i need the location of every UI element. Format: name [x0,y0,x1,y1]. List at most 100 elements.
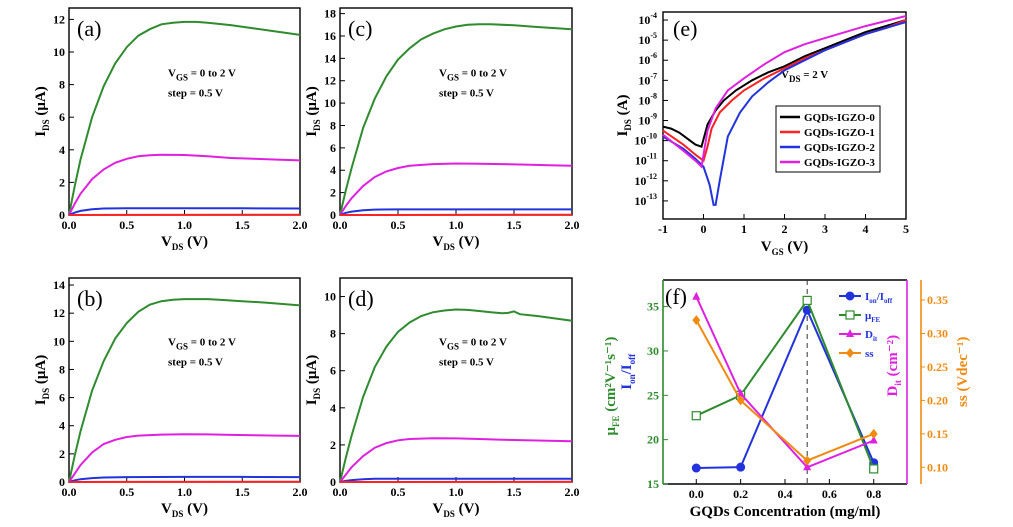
x-tick-label: 0.0 [62,485,77,499]
y-tick-label: 18 [324,7,336,21]
y-right-tick-label: 0.10 [927,460,948,474]
y-tick-label: 16 [324,29,336,43]
x-axis-label: VDS (V) [433,234,480,252]
x-tick-label: 0.5 [119,218,134,232]
legend-entry: GQDs-IGZO-1 [804,127,875,139]
marker-diamond [692,315,701,326]
x-tick-label: 1.5 [507,218,522,232]
x-tick-label: 0.0 [333,485,348,499]
x-tick-label: 0.5 [119,485,134,499]
x-tick-label: 1.0 [177,485,192,499]
y-right-tick-label: 0.30 [927,327,948,341]
y-tick-label: 10-10 [634,132,657,148]
x-tick-label: 0.6 [822,487,837,501]
y-tick-label: 0 [59,208,65,222]
marker-circle [691,463,701,473]
y-tick-label: 14 [53,278,65,292]
marker-diamond [736,395,745,406]
marker-circle [736,462,746,472]
series-line-green [68,298,301,483]
y-tick-label: 10-9 [638,112,657,128]
x-tick-label: 0.0 [689,487,704,501]
y-tick-label: 10 [53,45,65,59]
marker-triangle [736,388,745,397]
y-tick-label: 10-7 [638,71,657,87]
series-line-blue [339,477,573,483]
y-tick-label: 4 [330,401,336,415]
series-line-blue [662,21,907,206]
annotation-line2: step = 0.5 V [168,356,223,368]
y-tick-label: 10-5 [638,31,657,47]
series-line-magenta [68,433,301,483]
x-axis-label: GQDs Concentration (mg/ml) [690,504,881,520]
y-tick-label: 10-13 [634,192,657,208]
marker-square [802,295,812,305]
x-tick-label: 2.0 [293,218,308,232]
y-right-tick-label: 0.25 [927,360,948,374]
x-tick-label: 1 [741,222,747,236]
y-tick-label: 12 [53,12,65,26]
annotation-line2: step = 0.5 V [439,87,494,99]
series-line-magenta [662,15,907,169]
legend-entry: Ion/Ioff [865,291,893,305]
x-tick-label: 0.0 [333,218,348,232]
y-tick-label: 10-8 [638,91,657,107]
marker-diamond [803,455,812,466]
x-axis-label: VDS (V) [161,234,208,252]
annotation-line1: VGS = 0 to 2 V [439,67,507,82]
y-axis-label: IDS (μA) [33,355,51,405]
series-line-black [662,19,907,148]
marker-square [845,310,855,320]
series-line-green [339,308,573,483]
x-axis-label: VGS (V) [761,239,808,257]
x-axis-label: VDS (V) [433,501,480,519]
marker-triangle [803,462,812,471]
series-line-blue [339,208,572,216]
y-tick-label: 2 [330,438,336,452]
series-line-blue [68,207,301,216]
panel-b: 0.0 0.5 1.0 1.5 2.0 0 2 4 6 8 10 12 14 VDS (V) IDS (μA… [33,277,308,519]
legend-entry: GQDs-IGZO-2 [804,142,875,154]
y-tick-label: 4 [59,419,65,433]
series-line-magenta [339,437,573,483]
series-line-green [68,20,301,216]
y-left-label-mobility: μFE (cm²V⁻¹s⁻¹) [603,337,621,436]
marker-triangle [846,329,854,337]
y-tick-label: 4 [330,163,336,177]
panel-d: 0.0 0.5 1.0 1.5 2.0 0 2 4 6 8 10 VDS (V) IDS (μA) (d)… [304,277,580,519]
y-tick-label: 6 [330,141,336,155]
legend-entry: GQDs-IGZO-0 [804,112,875,124]
y-axis-label: IDS (A) [615,95,633,137]
y-tick-label: 6 [59,110,65,124]
panel-f: 0.0 0.2 0.4 0.6 0.8 15 20 25 30 35 0.10 0.15 0.20 0.2… [603,279,971,520]
series-line-green [695,298,875,470]
x-tick-label: 2.0 [565,485,580,499]
y-tick-label: 6 [59,391,65,405]
y-tick-label: 14 [324,51,336,65]
y-tick-label: 10 [53,334,65,348]
annotation-line2: step = 0.5 V [439,356,494,368]
panel-label: (a) [77,16,101,41]
legend-entry: Dit [865,329,878,343]
panel-a: 0.0 0.5 1.0 1.5 2.0 0 2 4 6 8 10 12 VDS (V) IDS (μA) (… [33,7,308,252]
y-tick-label: 6 [330,364,336,378]
x-tick-label: 1.5 [235,485,250,499]
x-tick-label: 2.0 [565,218,580,232]
y-tick-label: 2 [59,175,65,189]
y-left-tick-label: 25 [647,388,659,402]
x-tick-label: 0.0 [62,218,77,232]
annotation-line1: VGS = 0 to 2 V [168,67,236,82]
y-tick-label: 0 [330,208,336,222]
x-tick-label: 0.2 [733,487,748,501]
x-tick-label: 0.8 [866,487,881,501]
x-tick-label: 1.5 [235,218,250,232]
panel-label: (b) [77,286,103,311]
legend-entry: GQDs-IGZO-3 [804,157,875,169]
series-line-blue [68,475,301,483]
y-tick-label: 8 [59,362,65,376]
legend: GQDs-IGZO-0 GQDs-IGZO-1 GQDs-IGZO-2 GQDs-IG… [775,105,881,173]
y-axis-label: IDS (μA) [304,355,322,405]
marker-square [691,411,701,421]
y-left-tick-label: 20 [647,433,659,447]
